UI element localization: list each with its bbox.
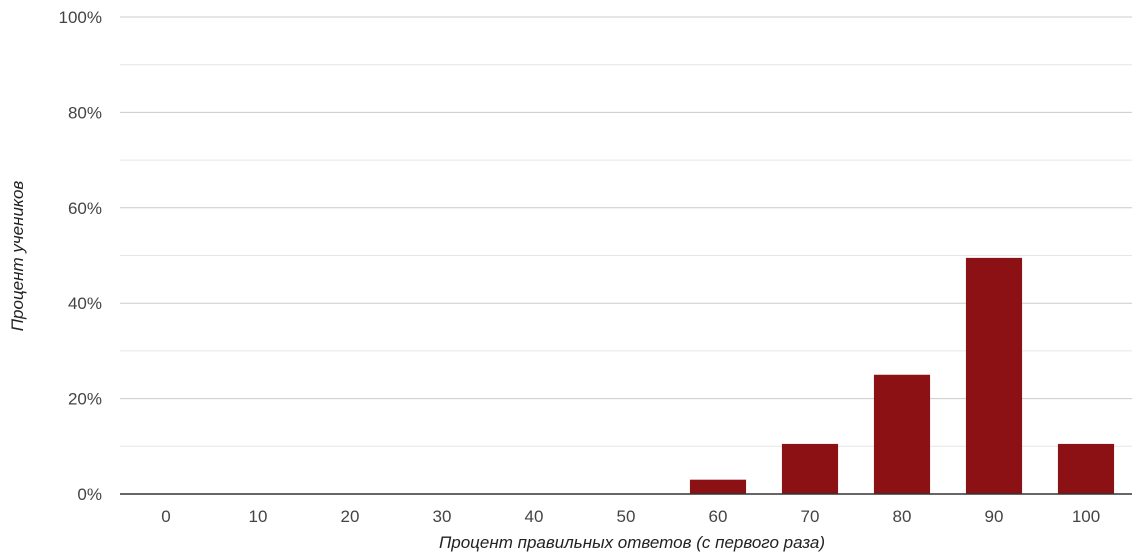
x-tick-label: 80 [893, 507, 912, 526]
y-axis-title: Процент учеников [8, 181, 27, 332]
x-tick-label: 40 [525, 507, 544, 526]
x-tick-label: 90 [985, 507, 1004, 526]
y-tick-label: 100% [59, 8, 102, 27]
x-tick-label: 70 [801, 507, 820, 526]
bar [873, 374, 931, 494]
minor-gridlines [120, 64, 1132, 447]
x-tick-label: 30 [433, 507, 452, 526]
x-tick-label: 10 [249, 507, 268, 526]
y-tick-label: 0% [77, 485, 102, 504]
x-tick-label: 60 [709, 507, 728, 526]
y-tick-label: 20% [68, 390, 102, 409]
x-tick-label: 0 [161, 507, 170, 526]
x-tick-label: 50 [617, 507, 636, 526]
y-tick-labels: 0% 20% 40% 60% 80% 100% [59, 8, 102, 504]
x-tick-label: 20 [341, 507, 360, 526]
x-tick-label: 100 [1072, 507, 1100, 526]
bars [689, 257, 1115, 494]
bar [1057, 443, 1115, 494]
y-tick-label: 80% [68, 103, 102, 122]
bar [781, 443, 839, 494]
y-tick-label: 60% [68, 199, 102, 218]
bar [689, 479, 747, 494]
y-tick-label: 40% [68, 294, 102, 313]
x-axis-title: Процент правильных ответов (с первого ра… [439, 533, 825, 552]
x-tick-labels: 0 10 20 30 40 50 60 70 80 90 100 [161, 507, 1100, 526]
bar [965, 257, 1023, 494]
gridlines [120, 16, 1132, 400]
